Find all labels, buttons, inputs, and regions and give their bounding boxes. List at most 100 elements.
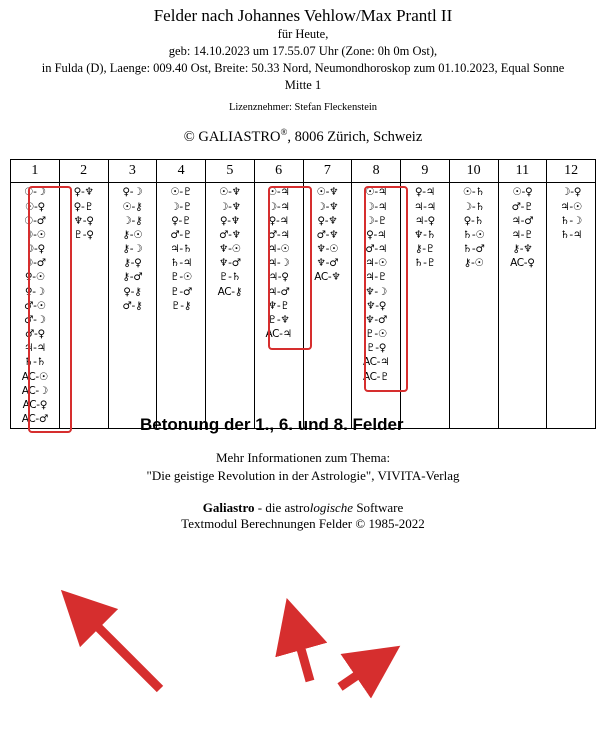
table-region: 123456789101112 ☉-☽☉-♀☉-♂☽-☉☽-♀☽-♂♀-☉♀-☽… [10, 159, 596, 429]
aspect-pair: AC-☽ [12, 384, 58, 398]
header-line-4: in Fulda (D), Laenge: 009.40 Ost, Breite… [10, 60, 596, 77]
aspect-pair: ☉-♆ [305, 185, 351, 199]
table-header-cell: 4 [157, 160, 206, 183]
table-header-cell: 8 [352, 160, 401, 183]
aspect-pair: ♀-♃ [353, 228, 399, 242]
aspect-pair: ♇-♆ [256, 313, 302, 327]
aspect-pair: ☉-♇ [158, 185, 204, 199]
aspect-pair: ⚷-♇ [402, 242, 448, 256]
table-cell: ☽-♀♃-☉♄-☽♄-♃ [547, 183, 596, 429]
aspect-pair: ♂-☉ [12, 299, 58, 313]
aspect-pair: ♂-☽ [12, 313, 58, 327]
table-cell: ☉-♃☽-♃♀-♃♂-♃♃-☉♃-☽♃-♀♃-♂♆-♇♇-♆AC-♃ [254, 183, 303, 429]
brand-name: Galiastro [203, 500, 255, 515]
aspect-pair: ♃-♃ [12, 341, 58, 355]
table-header-cell: 9 [401, 160, 450, 183]
aspect-pair: ♃-♇ [500, 228, 546, 242]
page-title: Felder nach Johannes Vehlow/Max Prantl I… [10, 6, 596, 26]
aspect-pair: ♆-♄ [402, 228, 448, 242]
table-header-row: 123456789101112 [11, 160, 596, 183]
table-cell: ♀-♃♃-♃♃-♀♆-♄⚷-♇♄-♇ [401, 183, 450, 429]
table-cell: ☉-☽☉-♀☉-♂☽-☉☽-♀☽-♂♀-☉♀-☽♂-☉♂-☽♂-♀♃-♃♄-♄A… [11, 183, 60, 429]
highlight-arrow [340, 661, 378, 687]
aspect-pair: ☽-⚷ [110, 214, 156, 228]
aspect-pair: ☉-⚷ [110, 200, 156, 214]
copyright: © GALIASTRO®, 8006 Zürich, Schweiz [10, 127, 596, 146]
aspect-pair: ☉-♂ [12, 214, 58, 228]
aspect-pair: ♃-☉ [548, 200, 594, 214]
aspect-pair: ♂-♇ [158, 228, 204, 242]
footer-more: Mehr Informationen zum Thema: "Die geist… [10, 449, 596, 485]
table-header-cell: 6 [254, 160, 303, 183]
copyright-pre: © GALIASTRO [184, 128, 281, 144]
aspect-pair: ☽-♇ [353, 214, 399, 228]
aspect-pair: ♂-⚷ [110, 299, 156, 313]
aspect-pair: ☽-♄ [451, 200, 497, 214]
table-cell: ☉-♆☽-♆♀-♆♂-♆♆-☉♆-♂♇-♄AC-⚷ [206, 183, 255, 429]
table-cell: ☉-♆☽-♆♀-♆♂-♆♆-☉♆-♂AC-♆ [303, 183, 352, 429]
aspect-pair: ♂-♆ [305, 228, 351, 242]
aspect-pair: ♂-♀ [12, 327, 58, 341]
aspect-pair: ♀-☽ [12, 285, 58, 299]
aspect-pair: ☉-♀ [500, 185, 546, 199]
aspect-pair: ⚷-☽ [110, 242, 156, 256]
licensee: Lizenznehmer: Stefan Fleckenstein [10, 102, 596, 113]
table-header-cell: 3 [108, 160, 157, 183]
table-cell: ☉-♃☽-♃☽-♇♀-♃♂-♃♃-☉♃-♇♆-☽♆-♀♆-♂♇-☉♇-♀AC-♃… [352, 183, 401, 429]
highlight-arrow [80, 609, 160, 689]
aspect-pair: ♃-☽ [256, 256, 302, 270]
aspect-pair: ♀-♄ [451, 214, 497, 228]
table-cell: ☉-♇☽-♇♀-♇♂-♇♃-♄♄-♃♇-☉♇-♂♇-⚷ [157, 183, 206, 429]
aspect-pair: ♂-♃ [256, 228, 302, 242]
aspect-pair: ♆-♀ [61, 214, 107, 228]
aspect-pair: ♃-♀ [402, 214, 448, 228]
aspect-pair: ♀-☉ [12, 270, 58, 284]
more-label: Mehr Informationen zum Thema: [10, 449, 596, 467]
aspect-pair: ☉-♄ [451, 185, 497, 199]
aspect-pair: ♇-♀ [353, 341, 399, 355]
aspect-pair: ♃-☉ [353, 256, 399, 270]
emphasis-annotation: Betonung der 1., 6. und 8. Felder [140, 415, 404, 435]
aspect-pair: ♇-♀ [61, 228, 107, 242]
aspect-pair: ♇-♂ [158, 285, 204, 299]
brand-mid: - die astro [255, 500, 310, 515]
aspect-pair: ♄-♃ [548, 228, 594, 242]
table-cell: ☉-♄☽-♄♀-♄♄-☉♄-♂⚷-☉ [449, 183, 498, 429]
aspect-pair: ☽-♃ [256, 200, 302, 214]
aspect-pair: ♀-♆ [207, 214, 253, 228]
aspect-pair: AC-♃ [353, 355, 399, 369]
aspect-pair: AC-♃ [256, 327, 302, 341]
aspect-pair: ♆-♀ [353, 299, 399, 313]
aspect-pair: ☽-♀ [548, 185, 594, 199]
aspect-pair: ♀-♃ [402, 185, 448, 199]
aspect-pair: ♀-⚷ [110, 285, 156, 299]
table-header-cell: 7 [303, 160, 352, 183]
aspect-pair: ♀-♆ [61, 185, 107, 199]
aspect-pair: ♀-♇ [158, 214, 204, 228]
aspect-pair: AC-♂ [12, 412, 58, 426]
footer-credit: Textmodul Berechnungen Felder © 1985-202… [10, 516, 596, 532]
aspect-pair: ♃-♃ [402, 200, 448, 214]
header: Felder nach Johannes Vehlow/Max Prantl I… [10, 6, 596, 145]
header-line-3: geb: 14.10.2023 um 17.55.07 Uhr (Zone: 0… [10, 43, 596, 60]
table-cell: ☉-♀♂-♇♃-♂♃-♇⚷-♆AC-♀ [498, 183, 547, 429]
aspect-pair: ☽-♂ [12, 256, 58, 270]
table-header-cell: 11 [498, 160, 547, 183]
aspect-pair: ♇-☉ [353, 327, 399, 341]
aspect-pair: ⚷-♂ [110, 270, 156, 284]
aspect-pair: ♄-☽ [548, 214, 594, 228]
aspect-pair: AC-♇ [353, 370, 399, 384]
aspect-pair: ☽-♀ [12, 242, 58, 256]
aspect-pair: ♃-♂ [256, 285, 302, 299]
aspect-pair: ☉-♀ [12, 200, 58, 214]
aspect-pair: ♂-♃ [353, 242, 399, 256]
aspect-pair: AC-♀ [500, 256, 546, 270]
header-line-5: Mitte 1 [10, 77, 596, 94]
aspect-pair: ♄-♄ [12, 355, 58, 369]
aspect-pair: ♄-♇ [402, 256, 448, 270]
table-cell: ♀-♆♀-♇♆-♀♇-♀ [59, 183, 108, 429]
aspect-pair: ⚷-♀ [110, 256, 156, 270]
aspect-pair: ♇-⚷ [158, 299, 204, 313]
aspect-pair: ⚷-☉ [451, 256, 497, 270]
highlight-arrow [294, 624, 310, 681]
